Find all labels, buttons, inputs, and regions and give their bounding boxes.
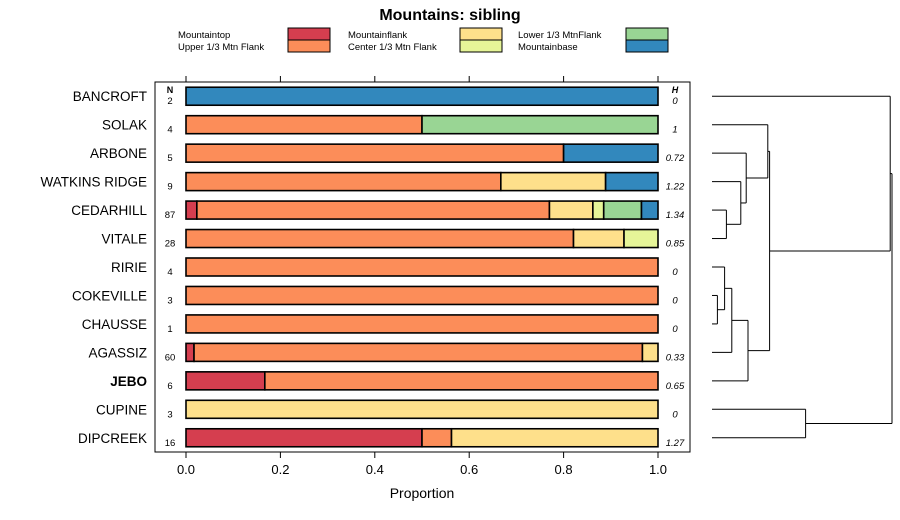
x-tick-label: 0.4	[366, 462, 384, 477]
plot-area: 0.0 0.2 0.4 0.6 0.8 1.0 N H BANCROFT 2 0 SOLAK 4 1 ARB…	[40, 76, 691, 477]
bar-segment	[185, 200, 198, 220]
bar-segment	[185, 314, 659, 334]
bar-segment	[264, 371, 659, 391]
row-label: BANCROFT	[73, 89, 147, 104]
legend-swatch	[625, 39, 669, 53]
bar-segment	[185, 257, 659, 277]
row-label: CEDARHILL	[71, 203, 147, 218]
row-n-value: 2	[167, 96, 172, 107]
row-n-value: 5	[167, 153, 172, 164]
dendrogram	[712, 95, 893, 439]
row-label: SOLAK	[102, 118, 147, 133]
x-tick-label: 0.2	[271, 462, 289, 477]
x-tick-label: 0.8	[555, 462, 573, 477]
bar-segment	[185, 228, 575, 249]
h-header: H	[672, 85, 679, 95]
n-header: N	[167, 85, 174, 95]
bar-segment	[604, 171, 659, 192]
bar-segment	[641, 342, 659, 363]
legend-swatch	[459, 27, 503, 41]
row-h-value: 0.65	[666, 381, 685, 392]
row-n-value: 9	[167, 182, 172, 193]
row-h-value: 0	[672, 324, 678, 335]
row-h-value: 0	[672, 295, 678, 306]
row-h-value: 1	[672, 125, 677, 136]
row-label: RIRIE	[111, 260, 147, 275]
bar-segment	[193, 342, 644, 363]
row-n-value: 16	[165, 438, 176, 449]
row-label: ARBONE	[90, 146, 147, 161]
legend-label: Upper 1/3 Mtn Flank	[178, 42, 264, 53]
bar-segment	[185, 285, 659, 306]
legend-label: Mountainbase	[518, 42, 578, 53]
row-h-value: 0.85	[666, 239, 685, 250]
bar-segment	[421, 114, 659, 135]
bar-segment	[421, 427, 453, 448]
x-tick-label: 0.6	[460, 462, 478, 477]
legend-label: Mountainflank	[348, 30, 407, 41]
row-n-value: 60	[165, 352, 176, 363]
chart-title: Mountains: sibling	[379, 7, 520, 24]
row-n-value: 28	[165, 239, 176, 250]
bar-segment	[450, 427, 659, 448]
legend-label: Center 1/3 Mtn Flank	[348, 42, 437, 53]
bar-segment	[185, 371, 266, 391]
row-h-value: 1.34	[666, 210, 685, 221]
row-h-value: 0	[672, 409, 678, 420]
row-label: CUPINE	[96, 402, 147, 417]
legend-swatch	[625, 27, 669, 41]
row-n-value: 4	[167, 267, 172, 278]
bar-segment	[185, 399, 659, 420]
row-n-value: 3	[167, 295, 172, 306]
bar-segment	[640, 200, 659, 220]
row-label: CHAUSSE	[82, 317, 147, 332]
row-label: AGASSIZ	[88, 345, 147, 360]
bar-segment	[185, 427, 423, 448]
bar-segment	[592, 200, 605, 220]
row-h-value: 0.33	[666, 352, 685, 363]
row-h-value: 1.22	[666, 182, 685, 193]
bar-segment	[602, 200, 643, 220]
legend-label: Mountaintop	[178, 30, 230, 41]
bar-segment	[572, 228, 625, 249]
x-tick-label: 1.0	[649, 462, 667, 477]
row-label: DIPCREEK	[78, 431, 147, 446]
row-h-value: 0.72	[666, 153, 685, 164]
legend-label: Lower 1/3 MtnFlank	[518, 30, 602, 41]
bar-segment	[500, 171, 607, 192]
row-label: COKEVILLE	[72, 288, 147, 303]
row-n-value: 4	[167, 125, 172, 136]
row-n-value: 87	[165, 210, 176, 221]
row-h-value: 0	[672, 267, 678, 278]
row-h-value: 0	[672, 96, 678, 107]
bar-segment	[196, 200, 551, 220]
row-n-value: 3	[167, 409, 172, 420]
row-label: JEBO	[110, 374, 147, 389]
x-axis-label: Proportion	[390, 485, 455, 501]
bar-segment	[185, 114, 423, 135]
row-n-value: 1	[167, 324, 172, 335]
row-label: VITALE	[101, 232, 147, 247]
bar-segment	[185, 143, 565, 163]
legend-swatch	[287, 27, 331, 41]
row-n-value: 6	[167, 381, 172, 392]
bar-segment	[185, 171, 502, 192]
legend-swatch	[459, 39, 503, 53]
legend-swatch	[287, 39, 331, 53]
bar-segment	[548, 200, 594, 220]
plot-frame	[154, 81, 691, 453]
x-tick-label: 0.0	[177, 462, 195, 477]
row-h-value: 1.27	[666, 438, 685, 449]
bar-segment	[185, 342, 195, 363]
bar-segment	[623, 228, 659, 249]
row-label: WATKINS RIDGE	[40, 175, 147, 190]
bar-segment	[562, 143, 659, 163]
bar-segment	[185, 86, 659, 107]
